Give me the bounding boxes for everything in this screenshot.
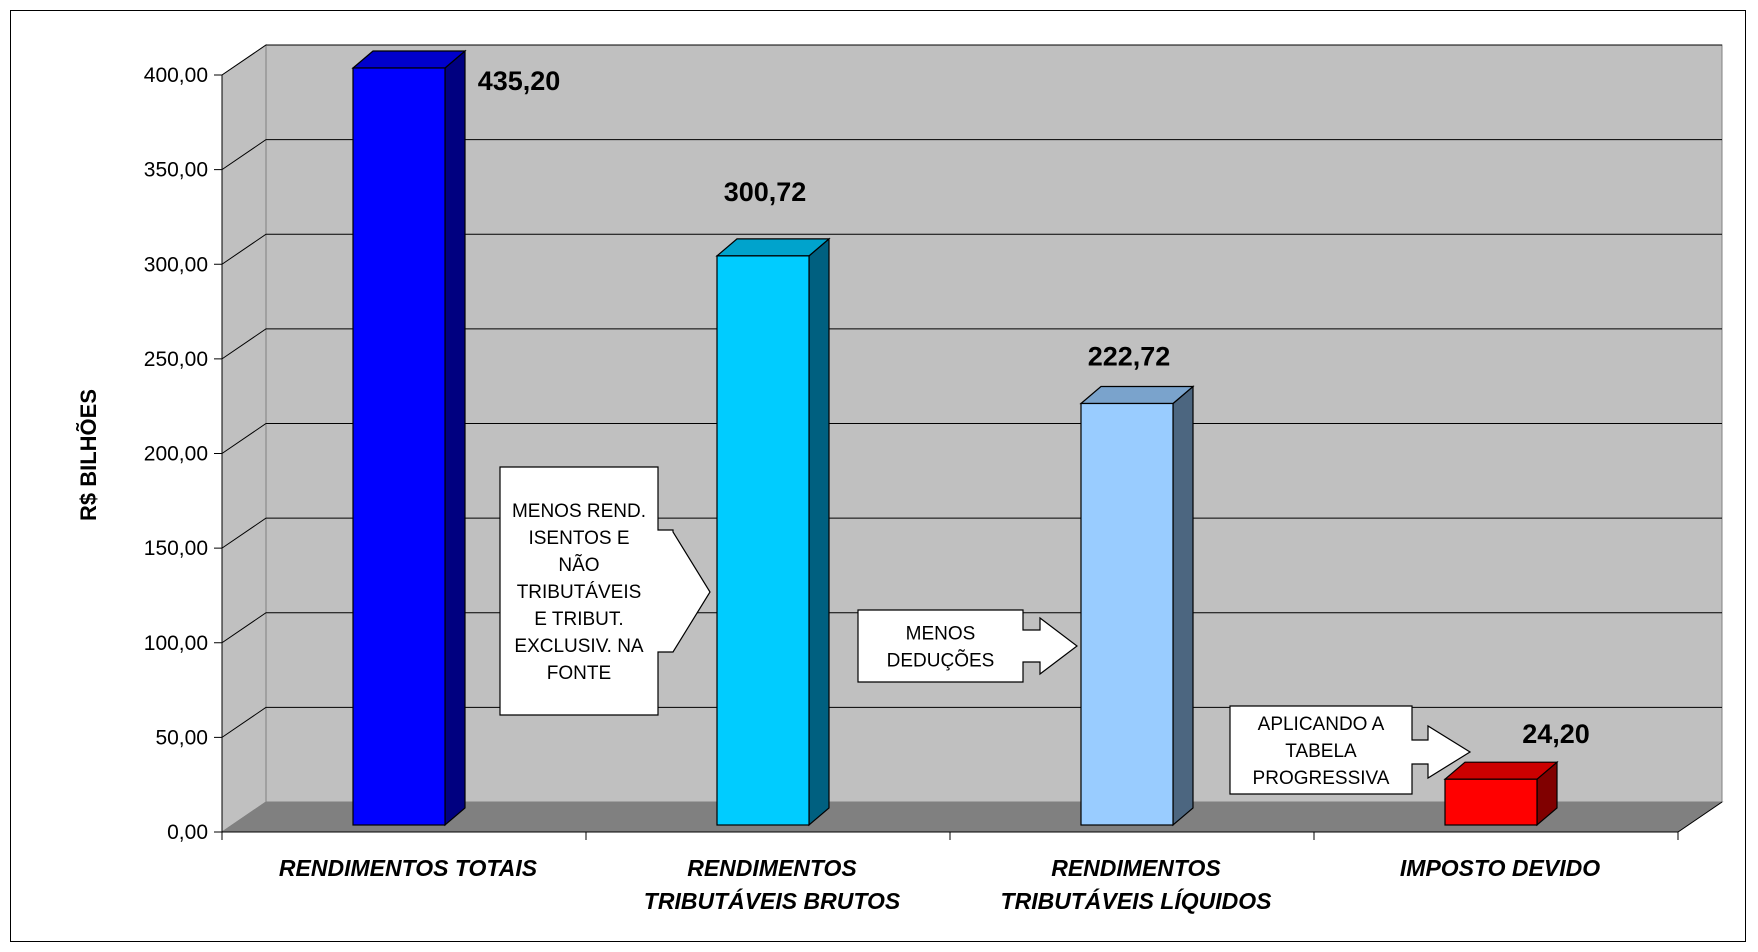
- y-axis-title: R$ BILHÕES: [76, 389, 101, 521]
- gridline: [221, 423, 1722, 454]
- callout-shape: [1229, 705, 1472, 795]
- gridline: [221, 328, 1722, 360]
- x-category-label: RENDIMENTOS TOTAIS: [279, 855, 538, 881]
- callout-text: NÃO: [558, 554, 599, 576]
- bar-side: [808, 237, 830, 827]
- y-tick-label: 250,00: [144, 348, 208, 371]
- callout-text: DEDUÇÕES: [887, 650, 995, 672]
- gridline: [221, 139, 1722, 171]
- data-label: 222,72: [1088, 342, 1171, 372]
- y-tick-label: 400,00: [144, 64, 208, 87]
- x-category-label: IMPOSTO DEVIDO: [1400, 855, 1600, 881]
- data-label: 300,72: [724, 177, 807, 207]
- y-tick-label: 100,00: [144, 632, 208, 655]
- bar-top: [715, 238, 831, 257]
- callout-shape: [857, 609, 1078, 683]
- gridline: [221, 233, 1722, 265]
- callout-text: ISENTOS E: [528, 528, 629, 549]
- bar-front: [1444, 778, 1538, 826]
- callout-text: TABELA: [1285, 741, 1357, 762]
- y-tick-label: 350,00: [144, 159, 208, 182]
- bar-side: [1172, 385, 1194, 827]
- callout-text: FONTE: [547, 663, 611, 684]
- gridline: [221, 517, 1722, 549]
- bar-2: [715, 237, 831, 827]
- callout-text: EXCLUSIV. NA: [514, 636, 644, 657]
- gridline: [221, 44, 1722, 76]
- bar-front: [1080, 402, 1174, 826]
- callout-text: MENOS: [906, 624, 976, 645]
- bar-top: [1079, 385, 1195, 405]
- bar-3: [1079, 385, 1195, 827]
- bar-front: [352, 67, 446, 826]
- bar-side: [444, 49, 466, 827]
- y-tick-label: 0,00: [167, 821, 208, 844]
- bar-front: [716, 255, 810, 826]
- bar-1: [351, 49, 467, 827]
- callout-shape: [499, 466, 711, 716]
- y-tick-label: 150,00: [144, 537, 208, 560]
- callout-aplicando-tabela: APLICANDO A TABELA PROGRESSIVA: [1229, 705, 1472, 795]
- chart-frame: [10, 10, 1746, 942]
- callout-text: MENOS REND.: [512, 501, 646, 522]
- y-tick-label: 300,00: [144, 253, 208, 276]
- y-tick-label: 50,00: [155, 726, 208, 749]
- bar-4: [1443, 760, 1559, 827]
- callout-text: TRIBUTÁVEIS: [517, 582, 642, 603]
- callout-text: PROGRESSIVA: [1253, 768, 1390, 789]
- x-category-label: RENDIMENTOS: [687, 855, 857, 881]
- bar-top: [351, 50, 467, 69]
- x-category-label: RENDIMENTOS: [1051, 855, 1221, 881]
- callout-text: E TRIBUT.: [534, 609, 623, 630]
- data-label: 435,20: [478, 66, 561, 96]
- callout-menos-rend-isentos: MENOS REND. ISENTOS E NÃO TRIBUTÁVEIS E TRIB…: [499, 466, 711, 716]
- x-category-label: TRIBUTÁVEIS LÍQUIDOS: [1001, 887, 1273, 914]
- x-axis-depth-line: [1677, 801, 1723, 833]
- callout-menos-deducoes: MENOS DEDUÇÕES: [857, 609, 1078, 683]
- x-category-label: TRIBUTÁVEIS BRUTOS: [644, 887, 901, 914]
- callout-text: APLICANDO A: [1258, 714, 1385, 735]
- gridline: [221, 612, 1722, 644]
- bar-top: [1443, 761, 1559, 780]
- y-tick-label: 200,00: [144, 443, 208, 466]
- data-label: 24,20: [1522, 719, 1590, 749]
